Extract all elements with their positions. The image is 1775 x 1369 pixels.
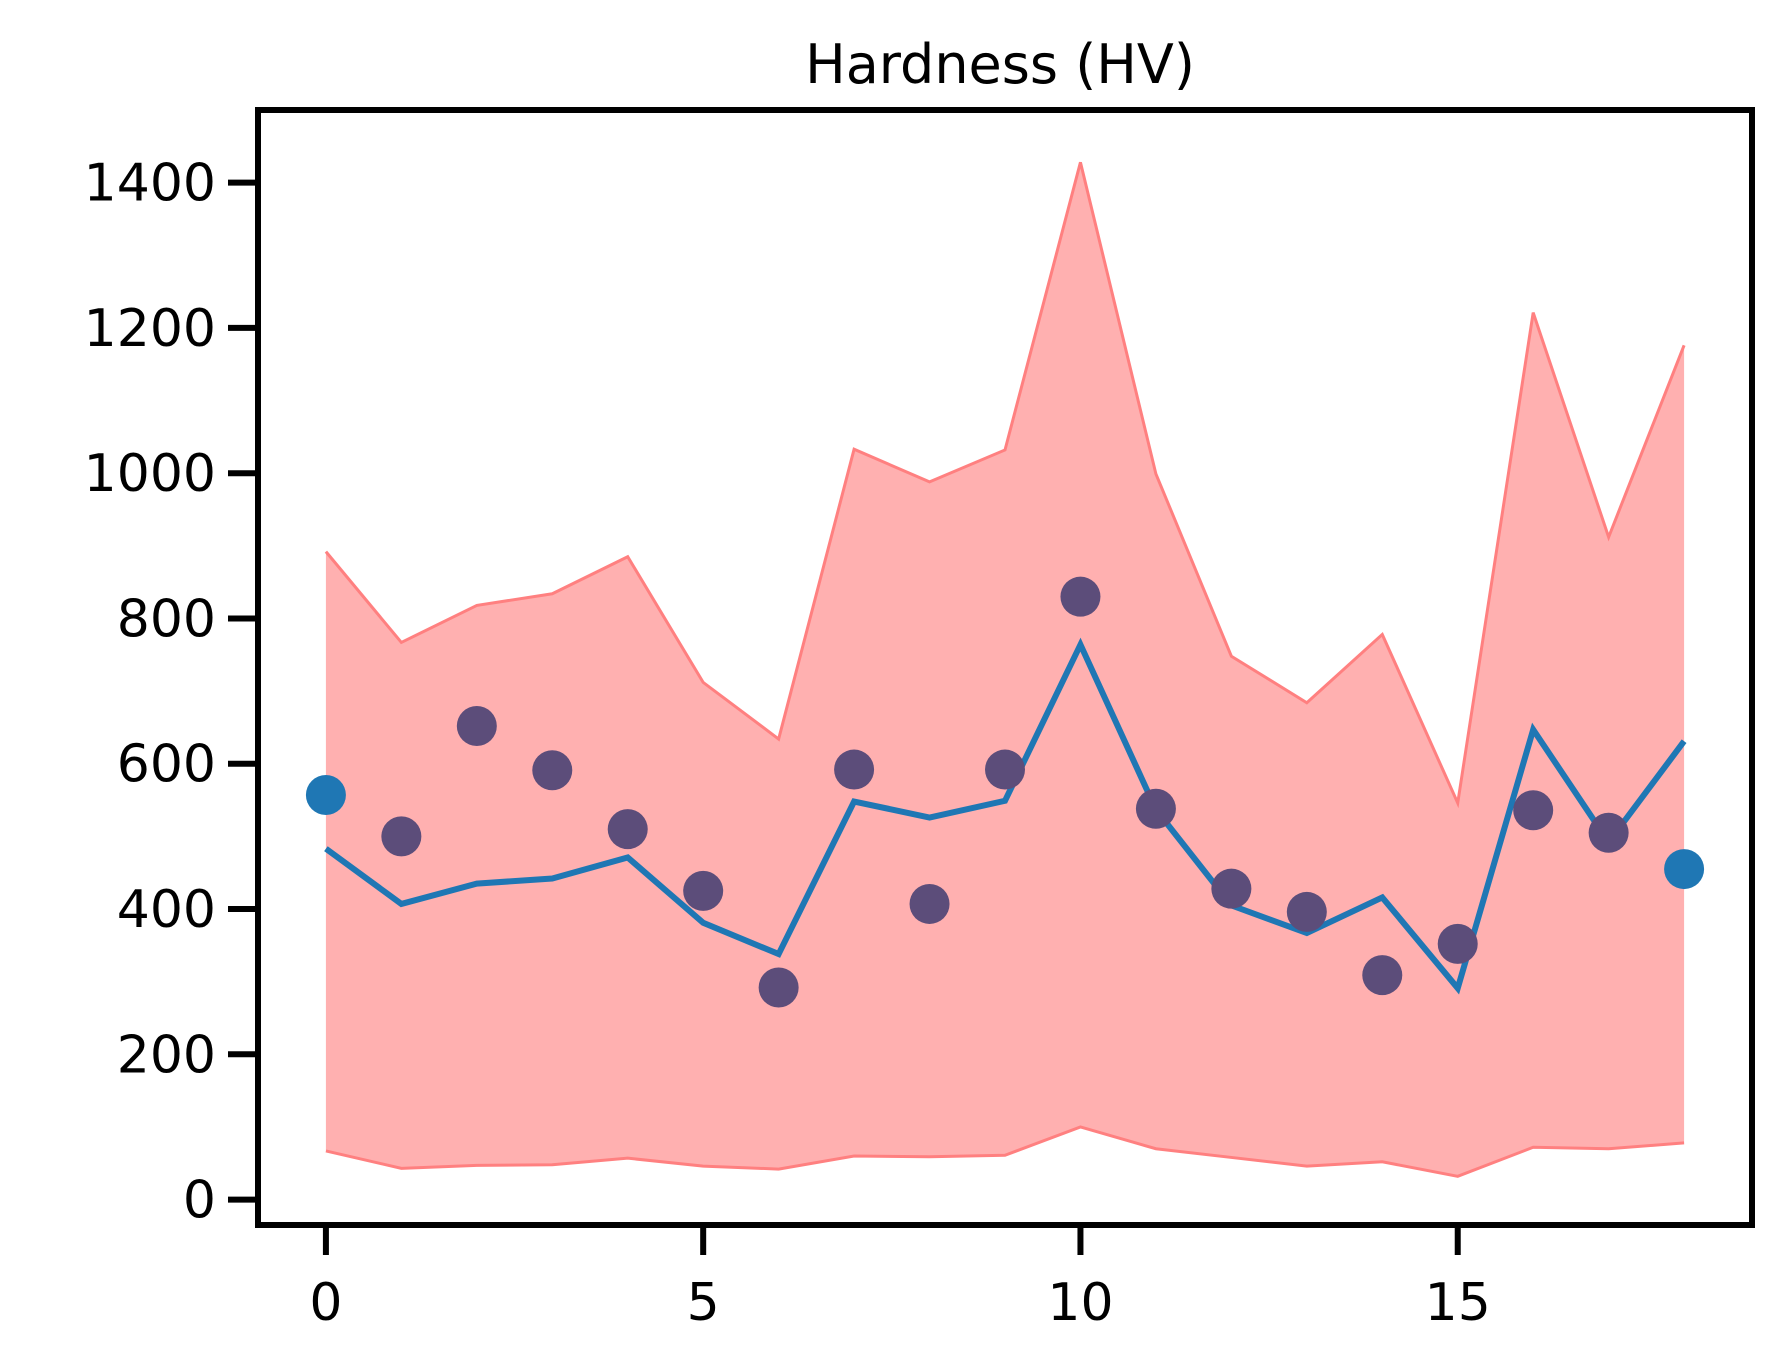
- band-lower-edge: [325, 1125, 1685, 1178]
- x-tick-label: 0: [309, 1273, 342, 1333]
- measured-point: [381, 816, 422, 857]
- prediction-line: [324, 637, 1687, 995]
- uncertainty-band: [325, 162, 1685, 1177]
- measured-point: [1664, 849, 1705, 890]
- measured-point: [985, 749, 1025, 790]
- measured-point: [683, 870, 724, 911]
- measured-point: [909, 883, 950, 924]
- y-tick-label: 800: [117, 589, 216, 649]
- y-tick-label: 600: [117, 735, 216, 795]
- measured-point: [1060, 576, 1101, 617]
- plot-area: [305, 161, 1705, 1178]
- y-tick-label: 1200: [84, 299, 216, 359]
- measured-point: [532, 750, 573, 791]
- chart-title: Hardness (HV): [805, 33, 1195, 96]
- measured-point: [305, 774, 346, 815]
- y-tick-label: 1400: [84, 154, 216, 214]
- y-tick-label: 1000: [84, 444, 216, 504]
- measured-point: [1211, 868, 1252, 909]
- axis-ticks: 0 200 400 600 800 1000 1200 1400 0 5 10 15: [84, 154, 1491, 1333]
- measured-point: [758, 967, 799, 1008]
- measured-point: [1286, 891, 1327, 932]
- measured-point: [1437, 923, 1478, 964]
- measured-point: [607, 809, 648, 850]
- x-tick-label: 10: [1047, 1273, 1113, 1333]
- measured-point: [456, 705, 497, 746]
- x-tick-label: 15: [1425, 1273, 1491, 1333]
- measured-point: [1513, 790, 1554, 831]
- measured-point: [1362, 955, 1403, 996]
- measured-point: [834, 749, 875, 790]
- y-tick-label: 400: [117, 880, 216, 940]
- axes-frame: [255, 107, 1755, 1228]
- x-tick-label: 5: [687, 1273, 720, 1333]
- measured-point: [1588, 812, 1629, 853]
- measured-point: [1135, 788, 1176, 829]
- band-upper-edge: [324, 161, 1686, 809]
- y-tick-label: 0: [183, 1171, 216, 1231]
- y-tick-label: 200: [117, 1025, 216, 1085]
